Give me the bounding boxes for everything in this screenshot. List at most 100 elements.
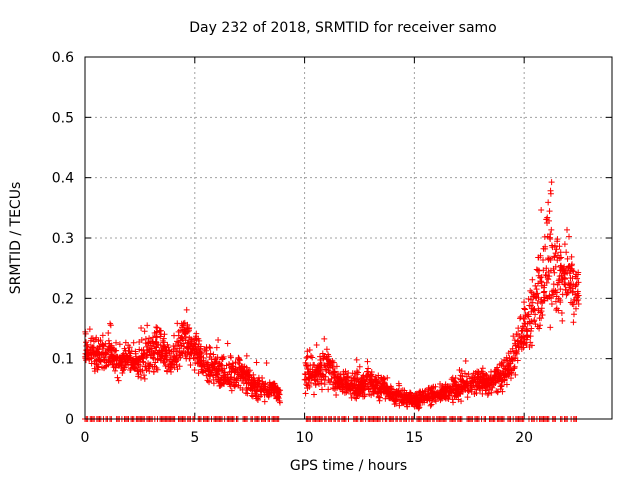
data-point bbox=[572, 282, 579, 289]
data-point bbox=[319, 350, 326, 357]
data-point bbox=[99, 332, 106, 339]
data-point bbox=[176, 363, 183, 370]
y-tick-label: 0.5 bbox=[52, 110, 74, 126]
data-point bbox=[218, 362, 225, 369]
data-point bbox=[161, 343, 168, 350]
data-point bbox=[547, 257, 554, 264]
data-point bbox=[147, 342, 154, 349]
data-point bbox=[537, 322, 544, 329]
data-point bbox=[557, 286, 564, 293]
data-point bbox=[488, 368, 495, 375]
data-point bbox=[356, 363, 363, 370]
data-point bbox=[575, 301, 582, 308]
data-point bbox=[369, 373, 376, 380]
data-point bbox=[184, 321, 191, 328]
data-point bbox=[344, 373, 351, 380]
data-point bbox=[143, 343, 150, 350]
data-point bbox=[528, 302, 535, 309]
data-point bbox=[462, 357, 469, 364]
data-point bbox=[139, 358, 146, 365]
data-point bbox=[368, 392, 375, 399]
data-point bbox=[396, 382, 403, 389]
data-point bbox=[93, 334, 100, 341]
data-point bbox=[557, 249, 564, 256]
data-point bbox=[575, 292, 582, 299]
data-point bbox=[546, 255, 553, 262]
data-point bbox=[477, 387, 484, 394]
data-point bbox=[521, 305, 528, 312]
data-point bbox=[489, 384, 496, 391]
data-point bbox=[416, 404, 423, 411]
data-point bbox=[479, 390, 486, 397]
data-point bbox=[401, 387, 408, 394]
data-point bbox=[304, 353, 311, 360]
data-point bbox=[555, 295, 562, 302]
data-point bbox=[318, 376, 325, 383]
data-point bbox=[545, 276, 552, 283]
data-point bbox=[244, 390, 251, 397]
data-point bbox=[329, 364, 336, 371]
data-point bbox=[562, 276, 569, 283]
data-point bbox=[97, 358, 104, 365]
data-point bbox=[321, 335, 328, 342]
data-point bbox=[554, 236, 561, 243]
data-point bbox=[521, 315, 528, 322]
data-point bbox=[256, 377, 263, 384]
data-point bbox=[524, 334, 531, 341]
x-tick-label: 5 bbox=[190, 430, 199, 446]
data-point bbox=[543, 265, 550, 272]
data-point bbox=[511, 363, 518, 370]
data-point bbox=[277, 387, 284, 394]
data-point bbox=[538, 274, 545, 281]
data-point bbox=[361, 391, 368, 398]
data-point bbox=[499, 359, 506, 366]
chart-title: Day 232 of 2018, SRMTID for receiver sam… bbox=[189, 20, 497, 36]
data-point bbox=[82, 330, 89, 337]
y-tick-label: 0 bbox=[65, 412, 74, 428]
data-point bbox=[545, 217, 552, 224]
data-point bbox=[308, 380, 315, 387]
data-point bbox=[253, 359, 260, 366]
data-point bbox=[252, 392, 259, 399]
data-point bbox=[512, 371, 519, 378]
data-point bbox=[153, 324, 160, 331]
data-point bbox=[568, 253, 575, 260]
data-point bbox=[544, 214, 551, 221]
data-point bbox=[534, 267, 541, 274]
y-tick-label: 0.4 bbox=[52, 171, 74, 187]
data-point bbox=[220, 353, 227, 360]
data-point bbox=[484, 391, 491, 398]
data-point bbox=[261, 398, 268, 405]
data-point bbox=[195, 370, 202, 377]
data-point bbox=[180, 320, 187, 327]
data-point bbox=[306, 383, 313, 390]
data-point bbox=[89, 335, 96, 342]
data-point bbox=[276, 399, 283, 406]
data-point bbox=[333, 392, 340, 399]
data-point bbox=[527, 287, 534, 294]
data-point bbox=[311, 361, 318, 368]
data-point bbox=[499, 388, 506, 395]
data-point bbox=[202, 347, 209, 354]
data-point bbox=[482, 370, 489, 377]
data-point bbox=[465, 387, 472, 394]
data-point bbox=[388, 385, 395, 392]
data-point bbox=[262, 380, 269, 387]
data-point bbox=[572, 305, 579, 312]
data-point bbox=[193, 330, 200, 337]
y-tick-label: 0.2 bbox=[52, 291, 74, 307]
data-point bbox=[323, 346, 330, 353]
data-point bbox=[192, 350, 199, 357]
data-point bbox=[140, 353, 147, 360]
data-point bbox=[547, 324, 554, 331]
data-point bbox=[146, 335, 153, 342]
data-point bbox=[507, 375, 514, 382]
data-point bbox=[570, 319, 577, 326]
data-point bbox=[353, 395, 360, 402]
data-point bbox=[552, 298, 559, 305]
data-points bbox=[82, 179, 582, 422]
data-point bbox=[253, 388, 260, 395]
data-point bbox=[533, 286, 540, 293]
data-point bbox=[138, 336, 145, 343]
data-point bbox=[263, 359, 270, 366]
